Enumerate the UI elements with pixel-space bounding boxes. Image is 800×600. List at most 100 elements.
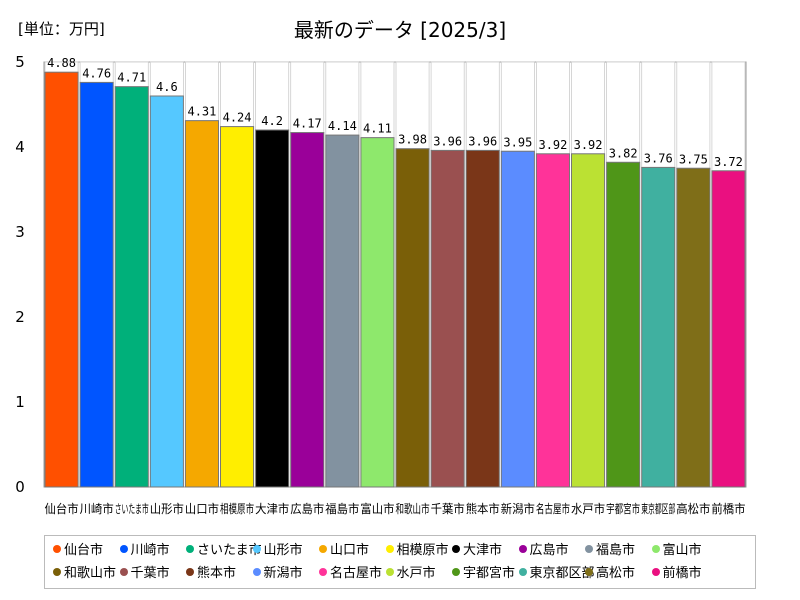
x-tick-label: 相模原市 (220, 501, 254, 516)
legend-item: 広島市 (518, 543, 569, 559)
data-label: 3.96 (468, 134, 497, 148)
bar (184, 120, 219, 488)
legend-item: 仙台市 (53, 543, 103, 559)
bar-headroom (290, 61, 325, 133)
x-tick-label: 和歌山市 (396, 501, 430, 516)
legend-swatch (252, 545, 261, 553)
legend-swatch (119, 545, 128, 553)
y-tick-label: 0 (15, 478, 25, 496)
data-label: 4.14 (328, 119, 357, 133)
legend-label: さいたま市 (197, 543, 262, 558)
legend-label: 新潟市 (263, 566, 303, 581)
data-label: 3.96 (433, 134, 462, 148)
bar-headroom (536, 61, 570, 155)
data-label: 4.71 (117, 71, 146, 85)
bar (149, 95, 184, 488)
bar (79, 81, 114, 488)
legend-label: 宇都宮市 (463, 566, 516, 581)
legend-item: 熊本市 (186, 566, 236, 582)
data-label: 3.98 (398, 133, 427, 147)
data-label: 4.24 (223, 111, 252, 125)
data-label: 3.92 (538, 138, 567, 152)
legend-item: 宇都宮市 (452, 566, 515, 582)
legend-label: 山形市 (263, 543, 303, 558)
legend-label: 広島市 (529, 543, 569, 558)
y-tick-label: 1 (15, 393, 25, 411)
legend-swatch (452, 568, 460, 576)
data-label: 4.88 (47, 56, 76, 70)
unit-label: [単位：万円] (18, 20, 105, 38)
bar (711, 170, 746, 488)
legend: 仙台市 川崎市 さいたま市 山形市 山口市 相模原市 大津市 広島市 福島市 富山市和歌山市 千葉市… (44, 535, 756, 589)
legend-item: 川崎市 (119, 543, 170, 559)
data-label: 3.76 (644, 151, 673, 165)
legend-swatch (186, 545, 194, 553)
data-label: 3.72 (714, 155, 743, 169)
legend-item: 東京都区部 (518, 566, 595, 582)
x-tick-label: 前橋市 (711, 501, 745, 516)
legend-label: 富山市 (662, 543, 702, 558)
legend-item: 大津市 (452, 543, 502, 559)
data-label: 3.95 (503, 135, 532, 149)
bar (430, 149, 465, 488)
bar (676, 167, 711, 488)
legend-label: 仙台市 (64, 543, 104, 558)
bar (535, 153, 571, 488)
legend-label: 千葉市 (130, 566, 170, 581)
legend-item: 富山市 (651, 543, 702, 559)
legend-label: 大津市 (463, 543, 503, 558)
legend-label: 山口市 (330, 543, 370, 558)
x-tick-label: 東京都区部 (641, 501, 675, 516)
legend-swatch (119, 568, 128, 576)
legend-swatch (651, 545, 660, 553)
x-tick-label: 福島市 (325, 501, 359, 516)
legend-swatch (53, 545, 61, 553)
bar-headroom (465, 61, 500, 151)
bar (220, 126, 255, 488)
legend-item: 新潟市 (252, 566, 303, 582)
legend-swatch (518, 568, 527, 576)
legend-item: 山形市 (252, 543, 303, 559)
bar-headroom (325, 61, 360, 136)
legend-swatch (186, 568, 194, 576)
bar-headroom (255, 61, 290, 131)
legend-label: 福島市 (596, 543, 636, 558)
legend-swatch (319, 545, 327, 553)
legend-swatch (385, 568, 394, 576)
legend-item: 和歌山市 (53, 566, 116, 582)
legend-swatch (53, 568, 61, 576)
bar-headroom (641, 61, 676, 168)
y-tick-label: 4 (15, 138, 25, 156)
bar (500, 150, 535, 488)
legend-label: 川崎市 (130, 543, 170, 558)
data-label: 4.2 (261, 114, 283, 128)
x-tick-label: さいたま市 (115, 501, 149, 516)
x-tick-label: 山口市 (185, 501, 219, 516)
legend-swatch (585, 568, 593, 576)
y-tick-label: 3 (15, 223, 25, 241)
bar (255, 129, 290, 488)
legend-label: 熊本市 (197, 566, 237, 581)
x-tick-label: 仙台市 (45, 501, 79, 516)
legend-swatch (385, 545, 394, 553)
legend-item: 水戸市 (385, 566, 436, 582)
data-label: 3.82 (609, 146, 638, 160)
x-tick-label: 熊本市 (466, 501, 500, 516)
bar-headroom (500, 61, 535, 152)
x-tick-label: 川崎市 (80, 501, 114, 516)
bar (465, 149, 500, 488)
x-tick-label: 山形市 (150, 501, 184, 516)
bar-headroom (676, 61, 711, 169)
chart-title: 最新のデータ [2025/3] (293, 18, 507, 42)
x-tick-label: 宇都宮市 (606, 501, 640, 516)
data-label: 4.17 (293, 117, 322, 131)
legend-label: 和歌山市 (64, 566, 117, 581)
bar-headroom (360, 61, 395, 139)
x-tick-label: 新潟市 (501, 501, 535, 516)
x-tick-label: 高松市 (676, 501, 710, 516)
data-label: 3.75 (679, 152, 708, 166)
legend-item: 相模原市 (385, 543, 449, 559)
legend-item: 千葉市 (119, 566, 170, 582)
legend-swatch (651, 568, 660, 576)
